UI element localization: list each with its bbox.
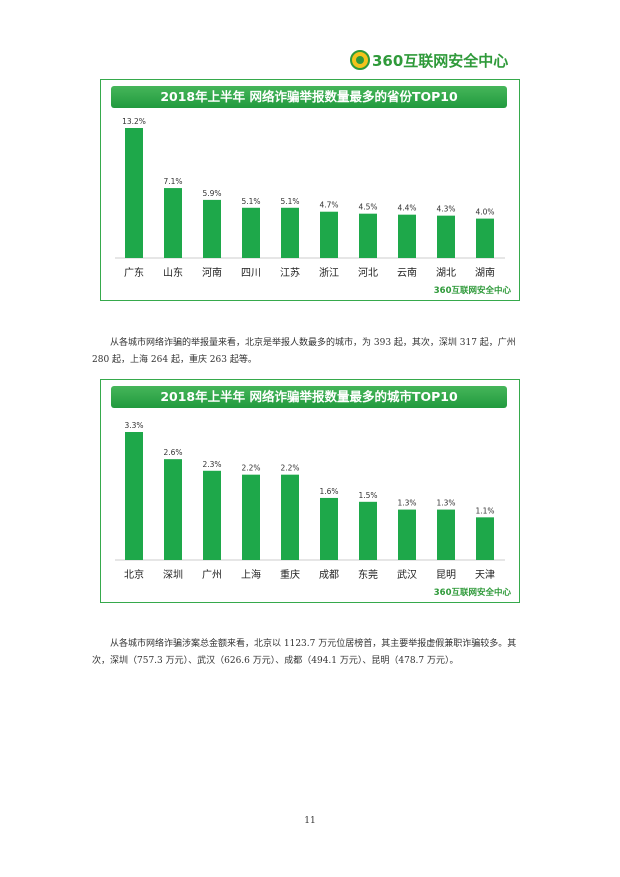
province-bar-4 [281,207,299,258]
city-bar-7 [398,509,416,560]
city-value-label-9: 1.1% [475,506,494,515]
city-chart-logo: 360互联网安全中心 [433,588,511,598]
city-bar-3 [242,474,260,560]
province-bar-5 [320,211,338,258]
province-value-label-8: 4.3% [436,205,455,214]
page-number: 11 [304,816,316,826]
city-category-label-0: 北京 [124,568,144,581]
province-bar-9 [476,218,494,258]
province-bar-3 [242,207,260,258]
city-value-label-6: 1.5% [358,491,377,500]
city-value-label-7: 1.3% [397,499,416,508]
province-value-label-1: 7.1% [163,177,182,186]
province-chart-logo: 360互联网安全中心 [433,286,511,296]
province-value-label-4: 5.1% [280,197,299,206]
province-bar-8 [437,215,455,258]
province-bar-0 [125,128,143,258]
paragraph-report-count: 从各城市网络诈骗的举报量来看，北京是举报人数最多的城市，为 393 起，其次，深… [92,338,516,365]
city-category-label-8: 昆明 [436,569,456,581]
city-category-label-4: 重庆 [280,568,300,581]
city-category-label-6: 东莞 [358,568,378,581]
province-chart: 2018年上半年 网络诈骗举报数量最多的省份TOP10 13.2% 广东 7.1% 山… [100,79,520,301]
province-category-label-8: 湖北 [436,267,456,279]
city-value-label-0: 3.3% [124,421,143,430]
province-chart-plot: 13.2% 广东 7.1% 山东 5.9% 河南 5.1% 四川 5.1% 江苏 4.7% 浙江 4.5… [115,117,505,279]
province-category-label-5: 浙江 [319,267,339,279]
province-category-label-3: 四川 [241,268,261,279]
city-value-label-4: 2.2% [280,464,299,473]
province-value-label-7: 4.4% [397,204,416,213]
city-category-label-5: 成都 [319,569,339,581]
province-bar-2 [203,199,221,258]
city-bar-4 [281,474,299,560]
city-category-label-3: 上海 [241,568,261,581]
province-value-label-2: 5.9% [202,189,221,198]
province-chart-title: 2018年上半年 网络诈骗举报数量最多的省份TOP10 [111,86,507,108]
city-category-label-2: 广州 [202,569,222,581]
province-category-label-2: 河南 [202,266,222,279]
city-value-label-3: 2.2% [241,464,260,473]
city-bar-0 [125,432,143,560]
city-category-label-7: 武汉 [397,568,417,581]
province-category-label-0: 广东 [124,266,144,279]
header-logo: 360互联网安全中心 [350,50,540,72]
province-category-label-6: 河北 [358,267,378,279]
city-bar-9 [476,517,494,560]
province-category-label-4: 江苏 [280,266,300,279]
360-logo-icon [350,50,370,70]
city-bar-8 [437,509,455,560]
province-bar-6 [359,213,377,258]
province-bar-7 [398,214,416,258]
paragraph-amount: 从各城市网络诈骗涉案总金额来看，北京以 1123.7 万元位居榜首，其主要举报虚… [92,639,517,666]
city-value-label-1: 2.6% [163,448,182,457]
province-value-label-5: 4.7% [319,201,338,210]
province-category-label-7: 云南 [397,266,417,279]
city-value-label-2: 2.3% [202,460,221,469]
city-category-label-1: 深圳 [163,569,183,581]
province-value-label-9: 4.0% [475,208,494,217]
city-value-label-8: 1.3% [436,499,455,508]
city-chart-plot: 3.3% 北京 2.6% 深圳 2.3% 广州 2.2% 上海 2.2% 重庆 1.6% 成都 1.5%… [115,421,505,581]
province-value-label-6: 4.5% [358,203,377,212]
province-value-label-0: 13.2% [122,117,146,126]
province-category-label-9: 湖南 [475,266,495,279]
province-bar-1 [164,188,182,258]
city-value-label-5: 1.6% [319,487,338,496]
province-value-label-3: 5.1% [241,197,260,206]
city-bar-6 [359,501,377,560]
city-chart: 2018年上半年 网络诈骗举报数量最多的城市TOP10 3.3% 北京 2.6% 深圳… [100,379,520,603]
city-bar-1 [164,459,182,560]
province-category-label-1: 山东 [163,266,183,279]
header-logo-text: 360互联网安全中心 [372,52,509,70]
city-category-label-9: 天津 [475,569,495,581]
city-chart-title: 2018年上半年 网络诈骗举报数量最多的城市TOP10 [111,386,507,408]
city-bar-5 [320,497,338,560]
city-bar-2 [203,470,221,560]
